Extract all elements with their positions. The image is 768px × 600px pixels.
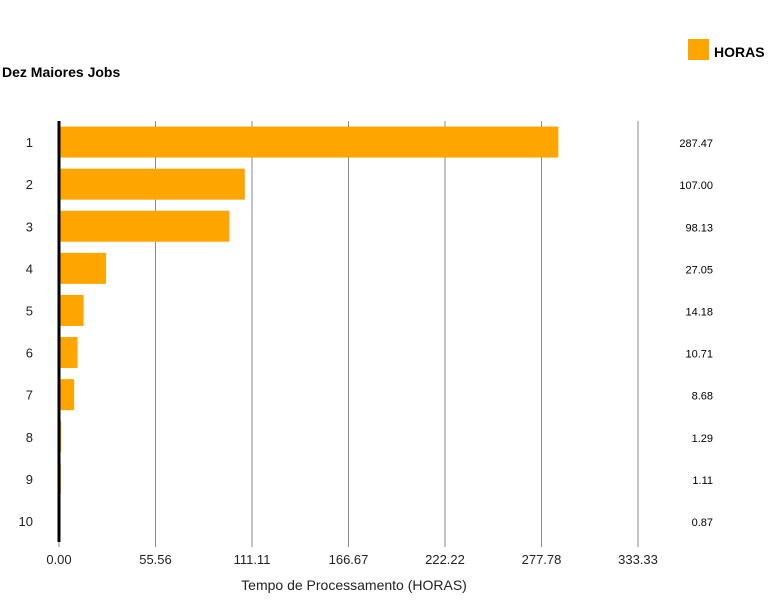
category-label: 5 (26, 303, 33, 318)
bar (59, 294, 84, 326)
x-tick-labels: 0.00 55.56 111.11 166.67 222.22 277.78 333.33 (46, 552, 658, 567)
value-label: 98.13 (685, 222, 713, 234)
x-tick-label: 277.78 (522, 552, 562, 567)
value-label: 1.11 (692, 475, 713, 487)
value-label: 10.71 (685, 349, 713, 361)
category-labels: 1 2 3 4 5 6 7 8 9 10 (19, 135, 33, 529)
x-tick-label: 55.56 (139, 552, 172, 567)
category-label: 3 (26, 219, 33, 234)
value-labels: 287.47 107.00 98.13 27.05 14.18 10.71 8.68 1.29… (679, 138, 713, 529)
x-tick-label: 222.22 (425, 552, 465, 567)
bar (59, 210, 230, 242)
value-label: 287.47 (679, 138, 713, 150)
value-label: 0.87 (692, 517, 713, 529)
category-label: 2 (26, 177, 33, 192)
legend-swatch (688, 39, 709, 60)
x-tick-label: 111.11 (234, 552, 271, 567)
value-label: 107.00 (679, 180, 713, 192)
bar (59, 126, 559, 158)
category-label: 8 (26, 430, 33, 445)
category-label: 10 (19, 514, 33, 529)
legend: HORAS (688, 39, 765, 60)
bar (59, 168, 245, 200)
category-label: 6 (26, 346, 33, 361)
value-label: 1.29 (692, 433, 713, 445)
x-tick-label: 333.33 (618, 552, 658, 567)
value-label: 8.68 (692, 391, 713, 403)
value-label: 27.05 (685, 264, 713, 276)
x-axis-label: Tempo de Processamento (HORAS) (241, 577, 467, 593)
x-tick-label: 166.67 (329, 552, 369, 567)
value-label: 14.18 (685, 306, 713, 318)
category-label: 1 (26, 135, 33, 150)
bar (59, 252, 106, 284)
legend-label: HORAS (714, 44, 765, 60)
bar (59, 379, 75, 411)
bars (59, 126, 559, 537)
category-label: 4 (26, 261, 33, 276)
category-label: 9 (26, 472, 33, 487)
x-tick-label: 0.00 (46, 552, 71, 567)
category-label: 7 (26, 388, 33, 403)
bar (59, 337, 78, 369)
chart-title: Dez Maiores Jobs (2, 64, 120, 80)
